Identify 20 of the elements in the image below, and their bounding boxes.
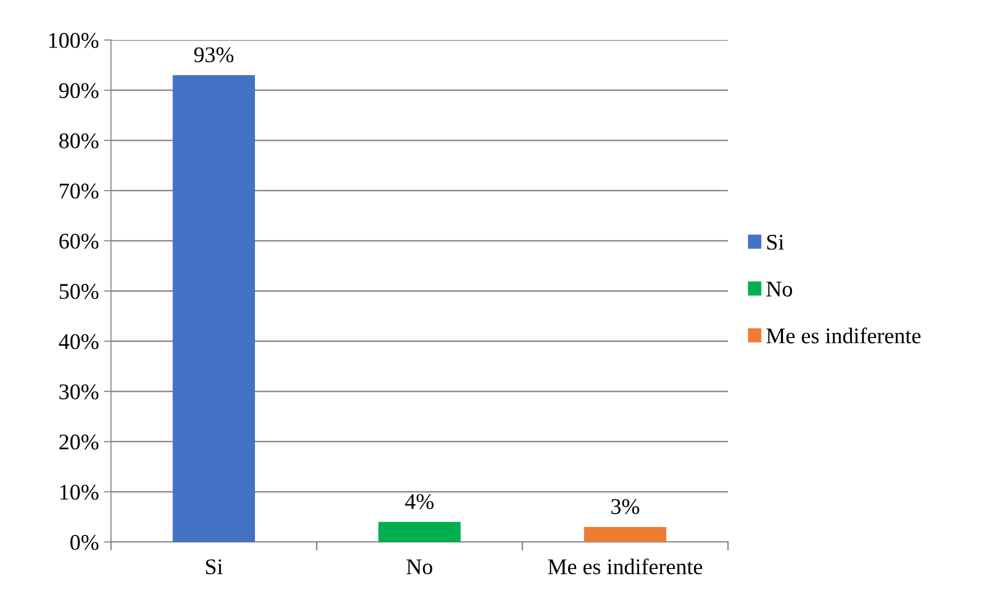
y-tick-label: 40% xyxy=(58,334,98,350)
x-tick-label: Si xyxy=(206,559,223,574)
x-tick-label: No xyxy=(406,560,432,574)
y-tick-label: 30% xyxy=(60,384,98,400)
y-tick-label: 60% xyxy=(59,234,98,249)
data-label: 4% xyxy=(405,494,434,510)
y-tick-label: 80% xyxy=(59,133,98,148)
data-label: 3% xyxy=(611,499,640,514)
legend-label: Me es indiferente xyxy=(766,328,920,344)
y-tick-label: 0% xyxy=(70,534,98,550)
y-tick-label: 50% xyxy=(60,284,98,299)
y-tick-label: 70% xyxy=(60,184,98,199)
y-tick-label: 100% xyxy=(49,32,98,48)
y-tick-label: 90% xyxy=(59,83,98,98)
y-tick-label: 20% xyxy=(59,434,98,450)
y-tick-label: 10% xyxy=(60,484,98,500)
x-tick-label: Me es indiferente xyxy=(548,558,702,574)
legend-label: Si xyxy=(767,234,784,250)
data-label: 93% xyxy=(194,47,234,62)
legend-label: No xyxy=(766,282,792,297)
